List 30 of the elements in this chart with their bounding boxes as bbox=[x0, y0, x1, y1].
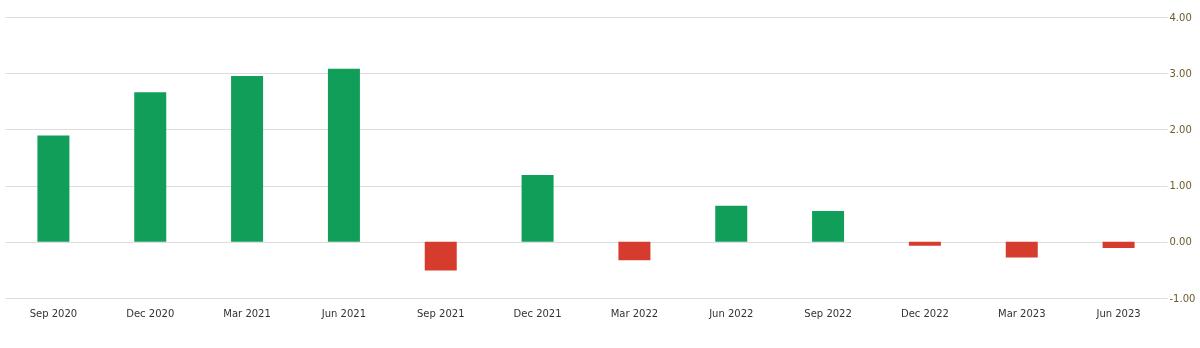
y-tick-label: 0.00 bbox=[1169, 236, 1192, 248]
bar bbox=[908, 241, 941, 246]
bar bbox=[424, 241, 457, 271]
y-tick-label: 3.00 bbox=[1169, 67, 1192, 79]
x-tick-label: Jun 2023 bbox=[1095, 307, 1141, 319]
x-tick-label: Dec 2020 bbox=[126, 307, 175, 319]
bar bbox=[521, 174, 554, 242]
y-tick-label: 1.00 bbox=[1169, 180, 1192, 192]
bar bbox=[134, 92, 167, 242]
bar bbox=[715, 205, 748, 242]
bar bbox=[231, 76, 264, 242]
x-tick-label: Dec 2021 bbox=[513, 307, 562, 319]
x-tick-label: Dec 2022 bbox=[900, 307, 949, 319]
x-tick-label: Mar 2021 bbox=[223, 307, 271, 319]
x-tick-label: Sep 2022 bbox=[804, 307, 852, 319]
bar bbox=[37, 135, 70, 242]
x-tick-label: Jun 2021 bbox=[320, 307, 367, 319]
bar bbox=[1005, 241, 1038, 258]
bar bbox=[618, 241, 651, 261]
y-tick-label: 4.00 bbox=[1169, 11, 1192, 23]
x-tick-label: Jun 2022 bbox=[708, 307, 754, 319]
y-tick-label: -1.00 bbox=[1169, 292, 1196, 304]
x-tick-label: Mar 2022 bbox=[610, 307, 659, 319]
y-tick-label: 2.00 bbox=[1169, 123, 1192, 135]
bar bbox=[1102, 241, 1135, 248]
bar bbox=[327, 68, 360, 242]
x-tick-label: Sep 2021 bbox=[417, 307, 465, 319]
x-tick-label: Mar 2023 bbox=[998, 307, 1046, 319]
x-tick-label: Sep 2020 bbox=[29, 307, 78, 319]
bar bbox=[812, 210, 845, 242]
